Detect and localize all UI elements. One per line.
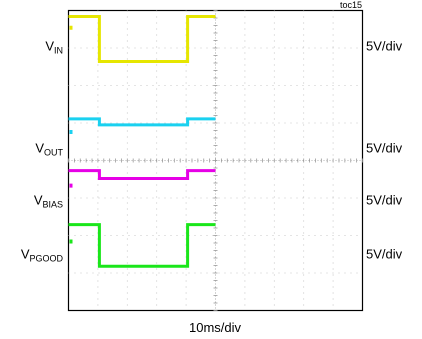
channel-label-vin: VIN: [45, 38, 63, 55]
traces: [68, 15, 216, 268]
scale-label-vbias: 5V/div: [366, 192, 403, 207]
trace-vin: [68, 15, 216, 63]
scale-label-vin: 5V/div: [366, 38, 403, 53]
channel-label-vbias: VBIAS: [34, 192, 63, 209]
graticule: [68, 10, 363, 311]
ground-marker-vpgood: [69, 239, 73, 244]
ground-marker-vin: [69, 25, 73, 30]
ground-marker-vbias: [69, 183, 73, 188]
trace-vbias: [68, 169, 216, 180]
channel-label-vout: VOUT: [35, 141, 63, 158]
trace-vout: [68, 117, 216, 127]
channel-label-vpgood: VPGOOD: [21, 246, 64, 263]
figure-id: toc15: [340, 0, 362, 10]
trace-vpgood: [68, 223, 216, 268]
scale-label-vpgood: 5V/div: [366, 246, 403, 261]
scale-label-vout: 5V/div: [366, 141, 403, 156]
channel-labels: VIN 5V/div VOUT 5V/div VBIAS 5V/div VPGOOD 5V/d…: [21, 38, 403, 263]
ground-marker-vout: [69, 130, 73, 134]
x-axis-label: 10ms/div: [189, 320, 242, 335]
channel-ground-markers: [69, 25, 73, 244]
